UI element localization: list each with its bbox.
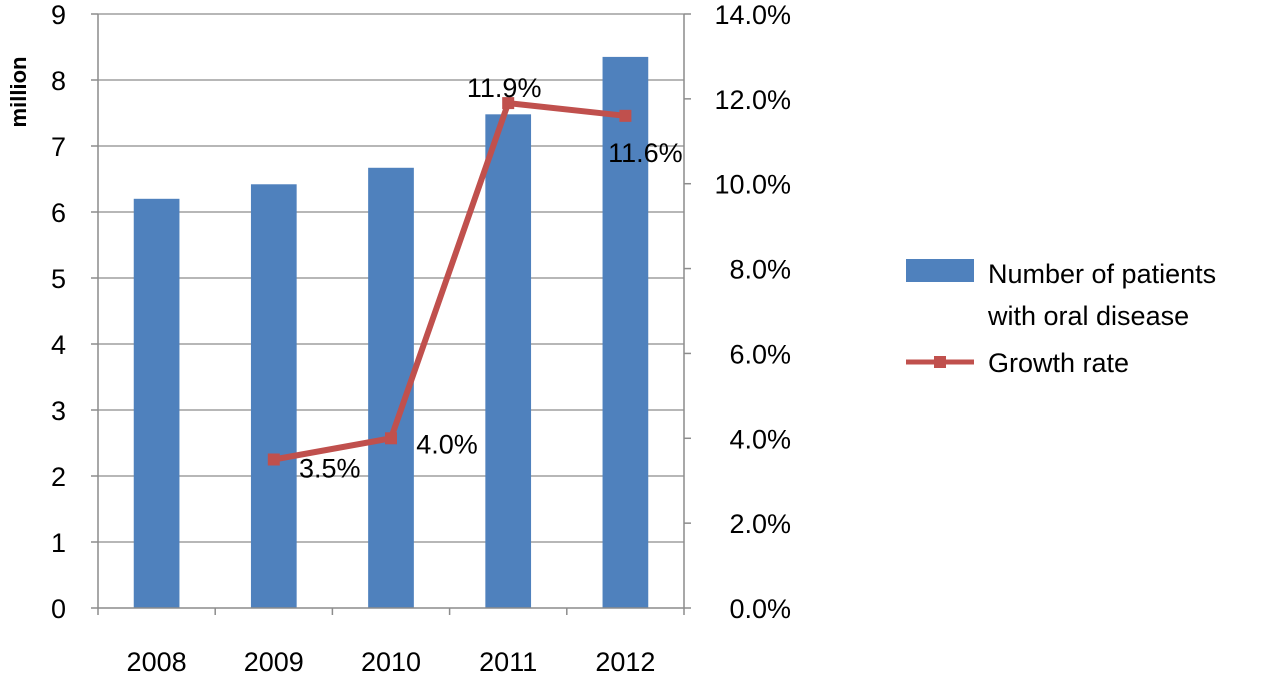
growth-rate-marker-2012	[619, 109, 632, 122]
left-axis-tick-label: 3	[51, 396, 66, 426]
left-axis-tick-label: 4	[51, 330, 66, 360]
tick-labels: 0 1 2 3 4 5 6 7 8 9 0.0% 2.0% 4.0% 6.0% 8.0% 10.0% 12.0%…	[51, 0, 791, 675]
right-axis-tick-label: 6.0%	[729, 339, 791, 369]
growth-rate-line	[273, 100, 626, 463]
growth-rate-data-label-2011: 11.9%	[467, 73, 542, 103]
growth-rate-data-label-2010: 4.0%	[416, 429, 478, 459]
x-axis-tick-label: 2008	[127, 647, 187, 675]
right-axis-tick-label: 12.0%	[714, 85, 791, 115]
x-axis-tick-label: 2009	[244, 647, 304, 675]
right-axis-tick-label: 0.0%	[729, 594, 791, 624]
legend: Number of patients with oral disease Gro…	[906, 259, 1216, 378]
left-axis-tick-label: 1	[51, 528, 66, 558]
right-axis-tick-label: 10.0%	[714, 170, 791, 200]
left-axis-tick-label: 5	[51, 264, 66, 294]
left-axis-tick-label: 7	[51, 132, 66, 162]
growth-rate-series: 3.5% 4.0% 11.9% 11.6%	[267, 73, 683, 484]
left-axis-tick-label: 0	[51, 594, 66, 624]
left-axis-tick-label: 8	[51, 66, 66, 96]
left-axis-tick-label: 2	[51, 462, 66, 492]
bar-patients-2009	[250, 184, 297, 608]
x-axis-tick-label: 2011	[479, 647, 537, 675]
left-axis-tick-label: 9	[51, 0, 66, 30]
bar-patients-2011	[485, 114, 532, 608]
axes	[97, 14, 685, 609]
legend-label-growth-rate: Growth rate	[988, 348, 1129, 378]
legend-label-patients-line2: with oral disease	[987, 301, 1189, 331]
right-axis-tick-label: 4.0%	[729, 424, 791, 454]
bar-patients-2008	[133, 198, 180, 609]
legend-marker-growth-rate	[934, 356, 946, 368]
left-axis-tick-label: 6	[51, 198, 66, 228]
growth-rate-data-label-2012: 11.6%	[608, 138, 683, 168]
growth-rate-marker-2010	[385, 432, 397, 445]
right-axis-tick-label: 14.0%	[714, 0, 791, 30]
x-axis-tick-label: 2012	[595, 647, 655, 675]
right-axis-tick-label: 8.0%	[729, 255, 791, 285]
legend-label-patients-line1: Number of patients	[988, 259, 1216, 289]
right-axis-tick-label: 2.0%	[729, 509, 791, 539]
x-axis-tick-label: 2010	[361, 647, 421, 675]
y-axis-label: million	[6, 57, 31, 128]
growth-rate-marker-2011	[502, 97, 515, 110]
bar-series	[133, 56, 649, 609]
growth-rate-data-label-2009: 3.5%	[299, 454, 361, 484]
bar-patients-2012	[602, 56, 649, 608]
growth-rate-marker-2009	[267, 453, 280, 466]
legend-swatch-patients	[906, 259, 974, 282]
